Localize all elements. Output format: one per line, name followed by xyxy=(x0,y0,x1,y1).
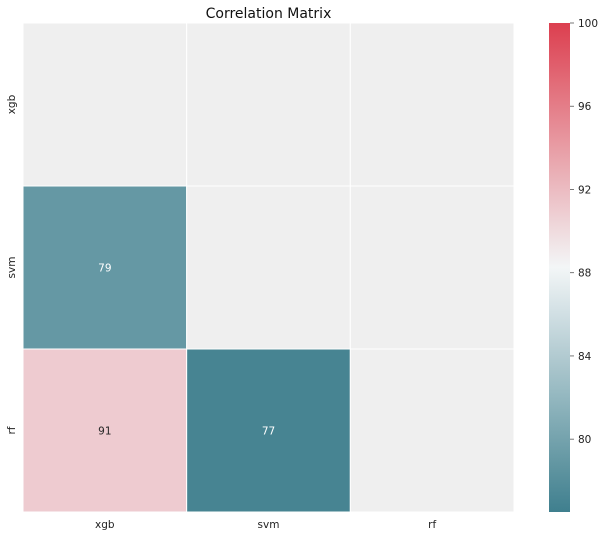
masked-cell xyxy=(349,22,515,187)
heatmap-cell-rf-svm xyxy=(186,348,351,513)
colorbar-tick-label-96: 96 xyxy=(578,101,592,113)
masked-cell xyxy=(22,22,188,187)
chart-title: Correlation Matrix xyxy=(206,6,332,22)
y-axis-ticks: xgb svm rf xyxy=(6,94,18,434)
heatmap-cell-rf-xgb xyxy=(22,348,188,513)
x-tick-label-svm: svm xyxy=(258,519,280,531)
colorbar-tick-label-80: 80 xyxy=(578,434,591,446)
colorbar: 80 84 88 92 96 100 xyxy=(549,18,598,512)
cell-label-svm-xgb: 79 xyxy=(98,263,111,275)
colorbar-tick-label-100: 100 xyxy=(578,18,598,30)
masked-cell xyxy=(349,348,515,513)
x-axis-ticks: xgb svm rf xyxy=(95,519,436,531)
heatmap-cells: 79 91 77 xyxy=(22,22,515,513)
masked-cell xyxy=(186,22,351,187)
y-tick-label-rf: rf xyxy=(6,426,18,434)
y-tick-label-svm: svm xyxy=(6,257,18,279)
x-tick-label-rf: rf xyxy=(428,519,436,531)
colorbar-tick-label-88: 88 xyxy=(578,268,591,280)
masked-cell xyxy=(349,185,515,350)
cell-label-rf-xgb: 91 xyxy=(98,426,111,438)
masked-cell xyxy=(186,185,351,350)
colorbar-gradient xyxy=(549,23,570,512)
colorbar-tick-label-92: 92 xyxy=(578,184,591,196)
cell-label-rf-svm: 77 xyxy=(262,426,275,438)
colorbar-tick-label-84: 84 xyxy=(578,351,592,363)
y-tick-label-xgb: xgb xyxy=(6,94,18,114)
x-tick-label-xgb: xgb xyxy=(95,519,115,531)
heatmap-cell-svm-xgb xyxy=(22,185,188,350)
